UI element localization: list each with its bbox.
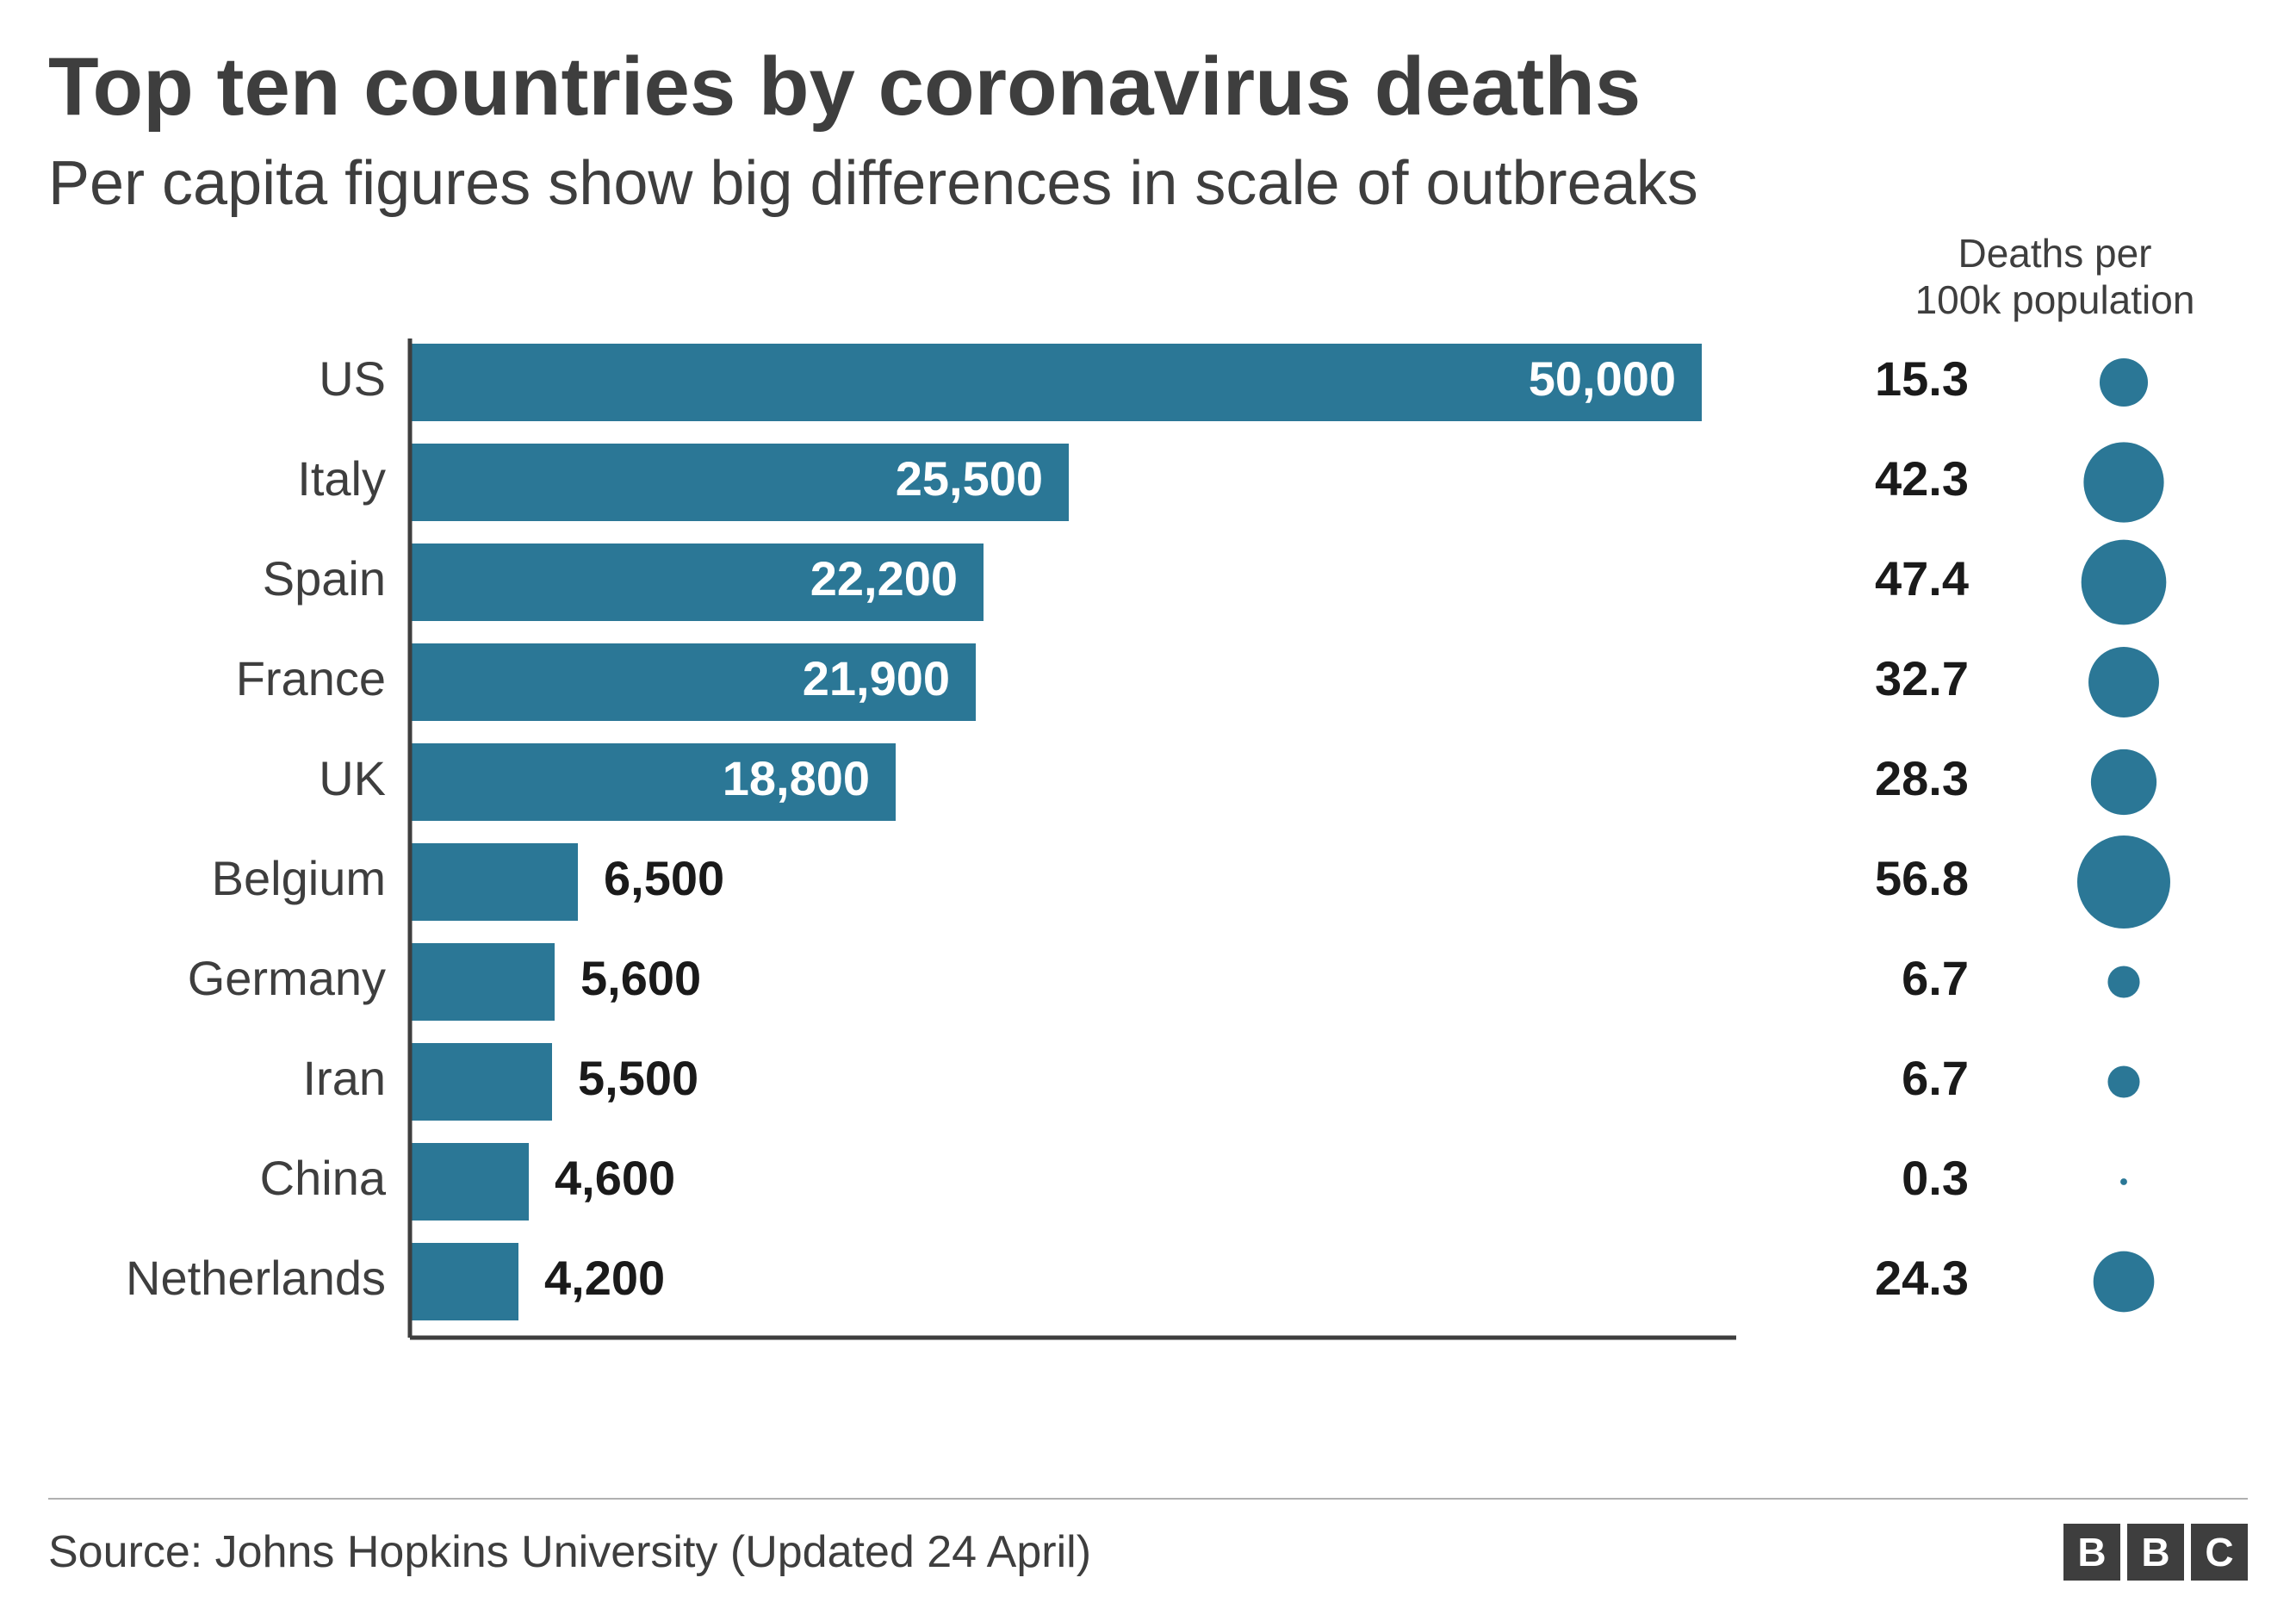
country-label: Italy bbox=[297, 451, 386, 506]
deaths-value-label: 4,600 bbox=[555, 1151, 675, 1205]
deaths-value-label: 4,200 bbox=[544, 1251, 665, 1305]
per-capita-label: 32.7 bbox=[1875, 651, 1969, 705]
per-capita-label: 0.3 bbox=[1902, 1151, 1969, 1205]
per-capita-bubble bbox=[2091, 749, 2156, 815]
country-label: Netherlands bbox=[126, 1251, 386, 1305]
per-capita-label: 6.7 bbox=[1902, 951, 1969, 1005]
country-label: China bbox=[260, 1151, 387, 1205]
logo-letter: B bbox=[2127, 1524, 2184, 1581]
deaths-value-label: 18,800 bbox=[723, 751, 870, 805]
logo-letter: B bbox=[2063, 1524, 2120, 1581]
per-capita-bubble bbox=[2083, 443, 2163, 523]
deaths-bar bbox=[410, 843, 578, 921]
chart-title: Top ten countries by coronavirus deaths bbox=[48, 41, 2248, 133]
per-capita-bubble bbox=[2088, 647, 2159, 717]
country-label: France bbox=[236, 651, 386, 705]
country-label: Iran bbox=[303, 1051, 387, 1105]
per-capita-bubble bbox=[2120, 1178, 2127, 1185]
bbc-logo: BBC bbox=[2063, 1524, 2248, 1581]
per-capita-bubble bbox=[2077, 835, 2170, 929]
per-capita-bubble bbox=[2094, 1252, 2155, 1313]
per-capita-label: 15.3 bbox=[1875, 351, 1969, 406]
chart-plot-area: Deaths per100k population US 50,000 15.3 Ita… bbox=[48, 236, 2248, 1489]
per-capita-label: 6.7 bbox=[1902, 1051, 1969, 1105]
deaths-value-label: 6,500 bbox=[604, 851, 724, 905]
deaths-bar bbox=[410, 1143, 529, 1221]
deaths-value-label: 25,500 bbox=[896, 451, 1043, 506]
source-text: Source: Johns Hopkins University (Update… bbox=[48, 1526, 1091, 1578]
per-capita-label: 28.3 bbox=[1875, 751, 1969, 805]
bubble-header-line1: Deaths per bbox=[1958, 236, 2151, 276]
deaths-value-label: 5,600 bbox=[580, 951, 701, 1005]
country-label: Germany bbox=[188, 951, 386, 1005]
chart-container: Top ten countries by coronavirus deaths … bbox=[0, 0, 2296, 1615]
deaths-bar bbox=[410, 344, 1702, 421]
per-capita-bubble bbox=[2100, 358, 2148, 407]
per-capita-label: 56.8 bbox=[1875, 851, 1969, 905]
bar-chart-svg: Deaths per100k population US 50,000 15.3 Ita… bbox=[48, 236, 2248, 1399]
deaths-value-label: 21,900 bbox=[803, 651, 950, 705]
deaths-bar bbox=[410, 1243, 518, 1320]
chart-subtitle: Per capita figures show big differences … bbox=[48, 148, 2248, 220]
country-label: Spain bbox=[263, 551, 386, 606]
deaths-bar bbox=[410, 1043, 552, 1121]
per-capita-bubble bbox=[2107, 1066, 2139, 1098]
per-capita-bubble bbox=[2082, 540, 2167, 625]
per-capita-label: 42.3 bbox=[1875, 451, 1969, 506]
footer-row: Source: Johns Hopkins University (Update… bbox=[48, 1498, 2248, 1581]
country-label: UK bbox=[319, 751, 386, 805]
bubble-header-line2: 100k population bbox=[1915, 277, 2195, 322]
per-capita-label: 47.4 bbox=[1875, 551, 1969, 606]
country-label: US bbox=[319, 351, 386, 406]
per-capita-label: 24.3 bbox=[1875, 1251, 1969, 1305]
deaths-value-label: 5,500 bbox=[578, 1051, 698, 1105]
country-label: Belgium bbox=[212, 851, 386, 905]
deaths-value-label: 22,200 bbox=[810, 551, 958, 606]
deaths-value-label: 50,000 bbox=[1529, 351, 1676, 406]
per-capita-bubble bbox=[2107, 966, 2139, 998]
logo-letter: C bbox=[2191, 1524, 2248, 1581]
deaths-bar bbox=[410, 943, 555, 1021]
